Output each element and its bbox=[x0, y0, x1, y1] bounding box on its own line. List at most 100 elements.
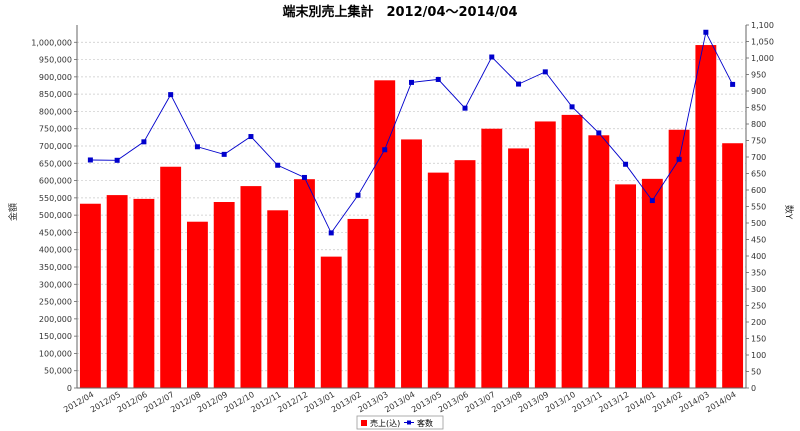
y-left-tick-label: 200,000 bbox=[39, 315, 72, 324]
line-point bbox=[382, 147, 388, 153]
y-right-tick-label: 400 bbox=[751, 252, 766, 261]
y-left-tick-label: 500,000 bbox=[39, 211, 72, 220]
y-left-tick-label: 750,000 bbox=[39, 125, 72, 134]
y-right-tick-label: 800 bbox=[751, 120, 766, 129]
line-point bbox=[168, 92, 174, 98]
line-point bbox=[516, 81, 522, 87]
line-point bbox=[87, 157, 93, 163]
line-point bbox=[409, 79, 414, 85]
y-right-tick-label: 950 bbox=[751, 71, 766, 80]
legend-label-sales: 売上(込) bbox=[370, 418, 400, 428]
line-point bbox=[596, 130, 602, 136]
bar-series bbox=[79, 45, 744, 389]
legend: 売上(込) 客数 bbox=[356, 415, 444, 430]
y-left-tick-label: 600,000 bbox=[39, 177, 72, 186]
bar bbox=[615, 184, 637, 388]
y-left-tick-label: 300,000 bbox=[39, 280, 72, 289]
bar bbox=[695, 45, 717, 389]
line-point bbox=[676, 156, 682, 162]
y-right-tick-label: 150 bbox=[751, 335, 766, 344]
line-point bbox=[703, 29, 709, 35]
y-left-tick-label: 800,000 bbox=[39, 107, 72, 116]
y-right-tick-label: 350 bbox=[751, 269, 766, 278]
line-point bbox=[194, 144, 200, 150]
bar bbox=[481, 128, 503, 388]
bar bbox=[79, 203, 101, 388]
y-right-tick-label: 250 bbox=[751, 302, 766, 311]
bar bbox=[267, 210, 289, 388]
bar bbox=[347, 218, 369, 388]
y-left-tick-label: 50,000 bbox=[44, 367, 72, 376]
y-left-tick-label: 850,000 bbox=[39, 90, 72, 99]
legend-marker-customers bbox=[407, 420, 411, 425]
line-point bbox=[114, 157, 120, 163]
y-left-tick-label: 450,000 bbox=[39, 228, 72, 237]
bar bbox=[427, 172, 449, 388]
y-axis-right-title: 数Y bbox=[783, 205, 795, 220]
chart-title: 端末別売上集計 2012/04～2014/04 bbox=[282, 4, 517, 20]
bar bbox=[374, 80, 396, 389]
y-right-tick-label: 1,050 bbox=[751, 38, 774, 47]
bar bbox=[106, 195, 128, 388]
line-point bbox=[569, 104, 575, 110]
y-right-tick-label: 500 bbox=[751, 219, 766, 228]
line-point bbox=[489, 54, 495, 60]
y-axis-left-title: 金額 bbox=[7, 203, 19, 221]
y-right-tick-label: 50 bbox=[751, 368, 761, 377]
line-point bbox=[275, 162, 281, 168]
legend-label-customers: 客数 bbox=[417, 418, 433, 428]
y-left-tick-label: 550,000 bbox=[39, 194, 72, 203]
bar bbox=[561, 114, 583, 388]
y-left-tick-label: 0 bbox=[67, 384, 72, 393]
bar bbox=[401, 139, 422, 388]
line-point bbox=[328, 230, 334, 236]
y-right-tick-label: 600 bbox=[751, 186, 766, 195]
y-right-tick-label: 450 bbox=[751, 236, 766, 245]
line-point bbox=[730, 81, 736, 87]
bar bbox=[186, 221, 208, 388]
y-right-tick-label: 0 bbox=[751, 384, 756, 393]
y-left-tick-label: 250,000 bbox=[39, 298, 72, 307]
y-right-tick-label: 300 bbox=[751, 285, 766, 294]
y-left-tick-label: 950,000 bbox=[39, 56, 72, 65]
y-right-tick-label: 750 bbox=[751, 137, 766, 146]
y-left-tick-label: 650,000 bbox=[39, 159, 72, 168]
line-point bbox=[141, 139, 147, 145]
bar bbox=[668, 129, 690, 388]
y-left-tick-label: 350,000 bbox=[39, 263, 72, 272]
bar bbox=[588, 135, 610, 388]
y-left-tick-label: 100,000 bbox=[39, 349, 72, 358]
bar bbox=[508, 148, 529, 388]
y-right-tick-label: 550 bbox=[751, 203, 766, 212]
bar bbox=[454, 160, 476, 388]
line-point bbox=[248, 134, 254, 140]
bar bbox=[534, 121, 556, 388]
x-tick-label: 2014/04 bbox=[704, 390, 737, 414]
line-series bbox=[87, 29, 736, 236]
line-point bbox=[462, 105, 468, 111]
line-point bbox=[301, 174, 307, 180]
bar bbox=[294, 179, 315, 388]
bar bbox=[213, 202, 235, 388]
bar bbox=[133, 198, 155, 388]
bar bbox=[240, 186, 262, 388]
line-point bbox=[623, 161, 629, 167]
bar bbox=[160, 166, 182, 388]
y-right-tick-label: 100 bbox=[751, 351, 766, 360]
line-point bbox=[542, 69, 548, 75]
y-left-tick-label: 400,000 bbox=[39, 246, 72, 255]
y-left-tick-label: 900,000 bbox=[39, 73, 72, 82]
y-right-tick-label: 900 bbox=[751, 87, 766, 96]
bar bbox=[722, 143, 744, 388]
line-point bbox=[435, 76, 441, 82]
legend-box bbox=[356, 415, 444, 430]
y-right-tick-label: 850 bbox=[751, 104, 766, 113]
bar bbox=[320, 256, 342, 388]
y-right-tick-label: 700 bbox=[751, 153, 766, 162]
line-point bbox=[355, 192, 361, 198]
line-point bbox=[649, 198, 655, 204]
y-left-tick-label: 150,000 bbox=[39, 332, 72, 341]
bar bbox=[641, 178, 663, 388]
